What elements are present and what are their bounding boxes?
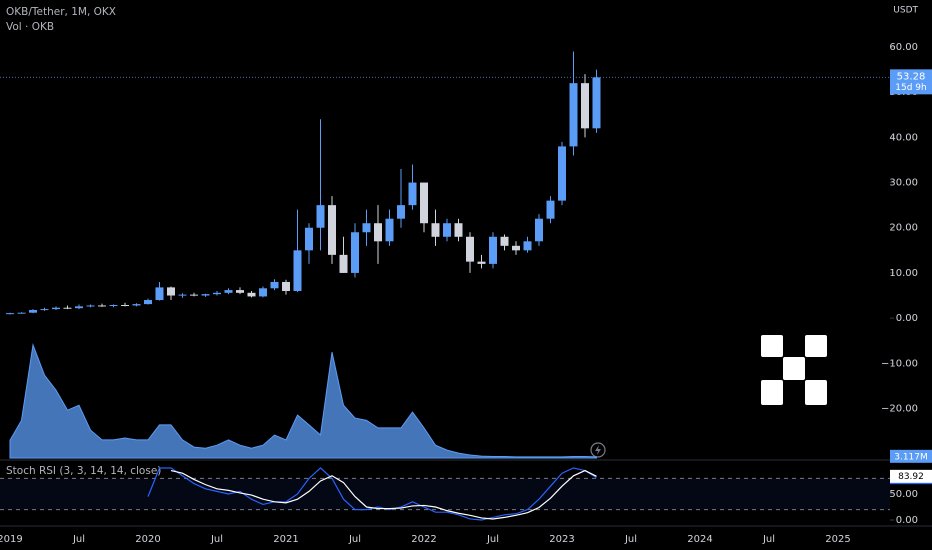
- candle-body: [75, 306, 83, 309]
- y-tick-label: −20.00: [881, 403, 918, 414]
- candle-body: [351, 232, 359, 273]
- stoch-line: [170, 469, 597, 520]
- candle-body: [477, 261, 486, 264]
- candle-body: [282, 281, 290, 292]
- candle-body: [121, 305, 129, 307]
- volume-last-box: [890, 449, 932, 463]
- last-price-label: 53.28: [897, 71, 926, 82]
- y-tick-label: 0.00: [896, 515, 918, 526]
- candle-body: [63, 307, 72, 309]
- okx-logo: [761, 335, 827, 405]
- candle-body: [339, 254, 348, 273]
- candle-body: [52, 307, 60, 310]
- candle-body: [443, 223, 451, 237]
- candle-body: [420, 182, 428, 224]
- band-fill: [0, 478, 890, 510]
- indicator-title: Stoch RSI (3, 3, 14, 14, close): [6, 465, 161, 477]
- candle-body: [489, 236, 497, 264]
- bolt-icon[interactable]: [590, 442, 606, 458]
- x-tick-label: 2019: [0, 534, 23, 545]
- y-tick-label: 20.00: [889, 223, 918, 234]
- candle-body: [512, 245, 520, 251]
- y-tick-label: −10.00: [881, 358, 918, 369]
- x-tick-label: 2022: [411, 534, 436, 545]
- candle-body: [98, 305, 106, 307]
- candle-body: [466, 236, 474, 262]
- x-tick-label: Jul: [624, 534, 637, 545]
- y-tick-label: 30.00: [889, 178, 918, 189]
- chart-title: OKB/Tether, 1M, OKX: [6, 6, 116, 18]
- candle-body: [535, 218, 543, 242]
- candle-body: [523, 241, 532, 251]
- candle-body: [144, 300, 152, 305]
- x-tick-label: 2025: [825, 534, 850, 545]
- candle-body: [454, 223, 463, 237]
- y-tick-label: 0.00: [896, 313, 918, 324]
- x-tick-label: 2021: [273, 534, 298, 545]
- x-tick-label: 2020: [135, 534, 160, 545]
- candle-body: [270, 281, 279, 289]
- candle-body: [546, 200, 555, 219]
- candle-body: [569, 83, 578, 147]
- candle-body: [259, 288, 267, 297]
- x-tick-label: 2024: [687, 534, 712, 545]
- y-tick-label: 50.00: [889, 489, 918, 500]
- x-tick-label: Jul: [72, 534, 85, 545]
- candle-body: [592, 77, 601, 129]
- y-tick-label: 10.00: [889, 268, 918, 279]
- candle-body: [316, 205, 325, 228]
- x-tick-label: Jul: [762, 534, 775, 545]
- candle-body: [190, 294, 198, 296]
- volume-title: Vol · OKB: [6, 21, 54, 33]
- x-tick-label: Jul: [486, 534, 499, 545]
- x-tick-label: 2023: [549, 534, 574, 545]
- x-tick-label: Jul: [348, 534, 361, 545]
- candle-body: [201, 294, 210, 296]
- candle-body: [500, 236, 509, 246]
- candle-body: [178, 294, 187, 296]
- candle-body: [374, 223, 382, 242]
- stoch-value-label: 83.92: [898, 472, 924, 482]
- candle-body: [385, 218, 394, 242]
- y-tick-label: 60.00: [889, 42, 918, 53]
- last-price-box: [890, 69, 932, 95]
- candle-body: [40, 309, 49, 311]
- volume-last-label: 3.117M: [894, 452, 928, 462]
- candle-body: [155, 287, 164, 301]
- candle-body: [224, 290, 233, 293]
- candle-body: [293, 250, 302, 292]
- candle-body: [86, 305, 95, 307]
- stoch-value-box: [890, 469, 932, 483]
- candle-body: [362, 223, 371, 233]
- candle-body: [17, 312, 26, 314]
- candle-body: [213, 292, 221, 295]
- candle-body: [109, 305, 118, 307]
- candle-body: [408, 182, 417, 206]
- candle-body: [167, 287, 175, 296]
- candle-body: [581, 83, 589, 129]
- candle-body: [29, 309, 37, 313]
- x-tick-label: Jul: [210, 534, 223, 545]
- candle-body: [247, 292, 256, 297]
- candle-body: [558, 146, 566, 201]
- y-tick-label: 40.00: [889, 132, 918, 143]
- candle-body: [431, 223, 440, 237]
- currency-label: USDT: [893, 6, 918, 16]
- candle-body: [397, 205, 405, 219]
- candle-body: [305, 227, 313, 251]
- countdown-label: 15d 9h: [895, 83, 926, 93]
- candle-body: [132, 304, 141, 306]
- candle-body: [236, 290, 244, 293]
- candle-body: [328, 205, 336, 255]
- candle-body: [6, 313, 14, 315]
- volume-area: [9, 343, 597, 459]
